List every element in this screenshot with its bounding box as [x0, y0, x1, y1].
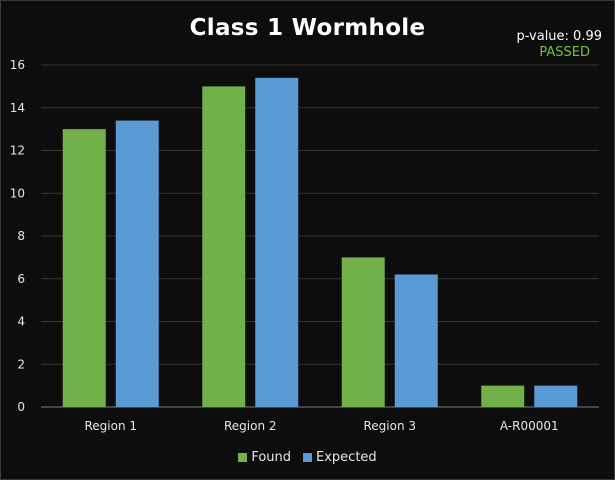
y-tick-label: 4	[17, 315, 25, 329]
y-tick-label: 6	[17, 272, 25, 286]
bar-found-region-1	[62, 129, 106, 407]
bar-expected-region-2	[255, 77, 299, 407]
legend-swatch	[303, 453, 313, 462]
y-tick-label: 14	[10, 101, 25, 115]
y-tick-label: 12	[10, 144, 25, 158]
chart-title: Class 1 Wormhole	[189, 15, 426, 41]
bar-found-a-r00001	[481, 385, 525, 407]
y-tick-label: 8	[17, 229, 25, 243]
x-tick-label: Region 1	[84, 419, 137, 433]
legend-swatch	[238, 453, 248, 462]
x-tick-label: A-R00001	[500, 419, 559, 433]
x-tick-label: Region 2	[224, 419, 277, 433]
legend-label: Expected	[316, 450, 377, 465]
legend-item-found: Found	[238, 450, 291, 465]
bar-expected-region-1	[115, 120, 159, 407]
bar-expected-region-3	[394, 274, 438, 407]
bar-found-region-2	[202, 86, 246, 407]
y-tick-label: 2	[17, 357, 25, 371]
pvalue-text: p-value: 0.99	[516, 29, 602, 44]
y-tick-label: 0	[17, 400, 25, 414]
bar-found-region-3	[341, 257, 385, 407]
status-text: PASSED	[539, 45, 590, 60]
x-tick-label: Region 3	[363, 419, 416, 433]
pvalue-annotation: p-value: 0.99 PASSED	[516, 29, 602, 61]
y-tick-label: 16	[10, 58, 25, 72]
chart-legend: Found Expected	[1, 450, 614, 465]
legend-label: Found	[251, 450, 292, 465]
bar-expected-a-r00001	[534, 385, 578, 407]
legend-item-expected: Expected	[303, 450, 377, 465]
y-tick-label: 10	[10, 186, 25, 200]
